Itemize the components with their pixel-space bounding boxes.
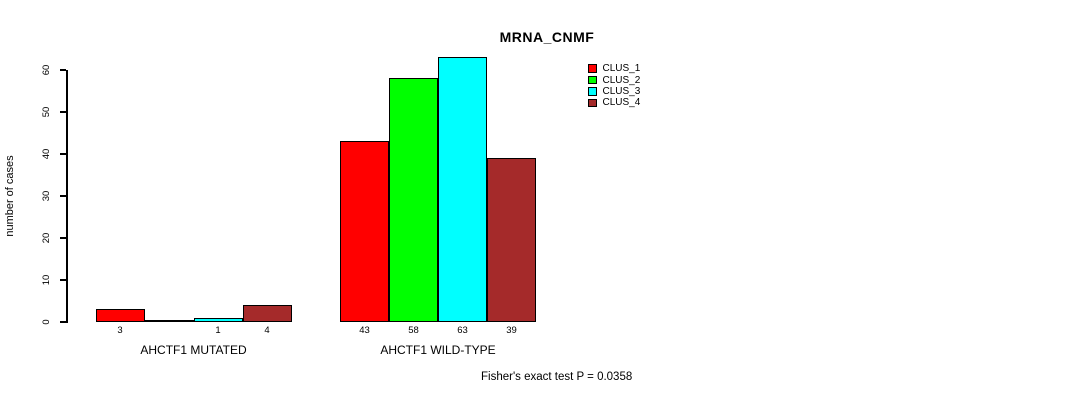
y-tick-mark — [60, 111, 66, 113]
legend-item: CLUS_4 — [588, 97, 640, 108]
y-tick-label: 20 — [41, 232, 52, 244]
y-axis-title: number of cases — [4, 155, 16, 237]
legend-swatch-clus_2 — [588, 75, 597, 85]
legend-item: CLUS_2 — [588, 74, 641, 86]
bar-clus_3 — [193, 318, 243, 322]
legend-swatch-clus_4 — [588, 98, 597, 108]
bar-value-label: 3 — [117, 325, 123, 336]
legend-label: CLUS_3 — [602, 85, 641, 97]
bar-clus_2 — [389, 78, 438, 322]
legend-label: CLUS_2 — [602, 74, 641, 86]
legend-label: CLUS_4 — [602, 97, 641, 109]
legend: CLUS_1 CLUS_2 CLUS_3 CLUS_4 — [588, 63, 640, 109]
y-tick-mark — [60, 153, 66, 155]
y-tick-mark — [60, 321, 66, 323]
y-tick-label: 50 — [41, 106, 52, 118]
bar-clus_2-zero — [144, 320, 194, 322]
bar-clus_1 — [95, 309, 145, 322]
bar-value-label: 4 — [264, 325, 270, 336]
bar-value-label: 63 — [457, 325, 468, 336]
bar-value-label: 1 — [215, 325, 221, 336]
bar-clus_1 — [340, 141, 389, 322]
legend-label: CLUS_1 — [602, 63, 641, 75]
legend-swatch-clus_1 — [588, 64, 597, 73]
legend-item: CLUS_3 — [588, 86, 640, 97]
category-label: AHCTF1 MUTATED — [140, 343, 247, 357]
bar-value-label: 58 — [408, 325, 419, 336]
bar-value-label: 39 — [506, 325, 517, 336]
y-tick-mark — [60, 69, 66, 71]
y-tick-label: 10 — [41, 274, 52, 286]
y-tick-mark — [60, 237, 66, 239]
y-tick-label: 40 — [41, 148, 52, 160]
fisher-test-note: Fisher's exact test P = 0.0358 — [481, 371, 633, 383]
chart-title: MRNA_CNMF — [499, 29, 595, 45]
bar-clus_4 — [242, 305, 292, 322]
category-label: AHCTF1 WILD-TYPE — [380, 343, 496, 357]
bar-clus_4 — [487, 158, 536, 322]
y-tick-label: 30 — [41, 190, 52, 202]
legend-swatch-clus_3 — [588, 87, 597, 96]
y-axis-line — [66, 70, 68, 323]
y-tick-mark — [60, 195, 66, 197]
bar-clus_3 — [438, 57, 487, 322]
y-tick-label: 60 — [41, 64, 52, 76]
y-tick-mark — [60, 279, 66, 281]
legend-item: CLUS_1 — [588, 63, 640, 74]
y-tick-label: 0 — [41, 319, 52, 325]
bar-value-label: 43 — [359, 325, 370, 336]
